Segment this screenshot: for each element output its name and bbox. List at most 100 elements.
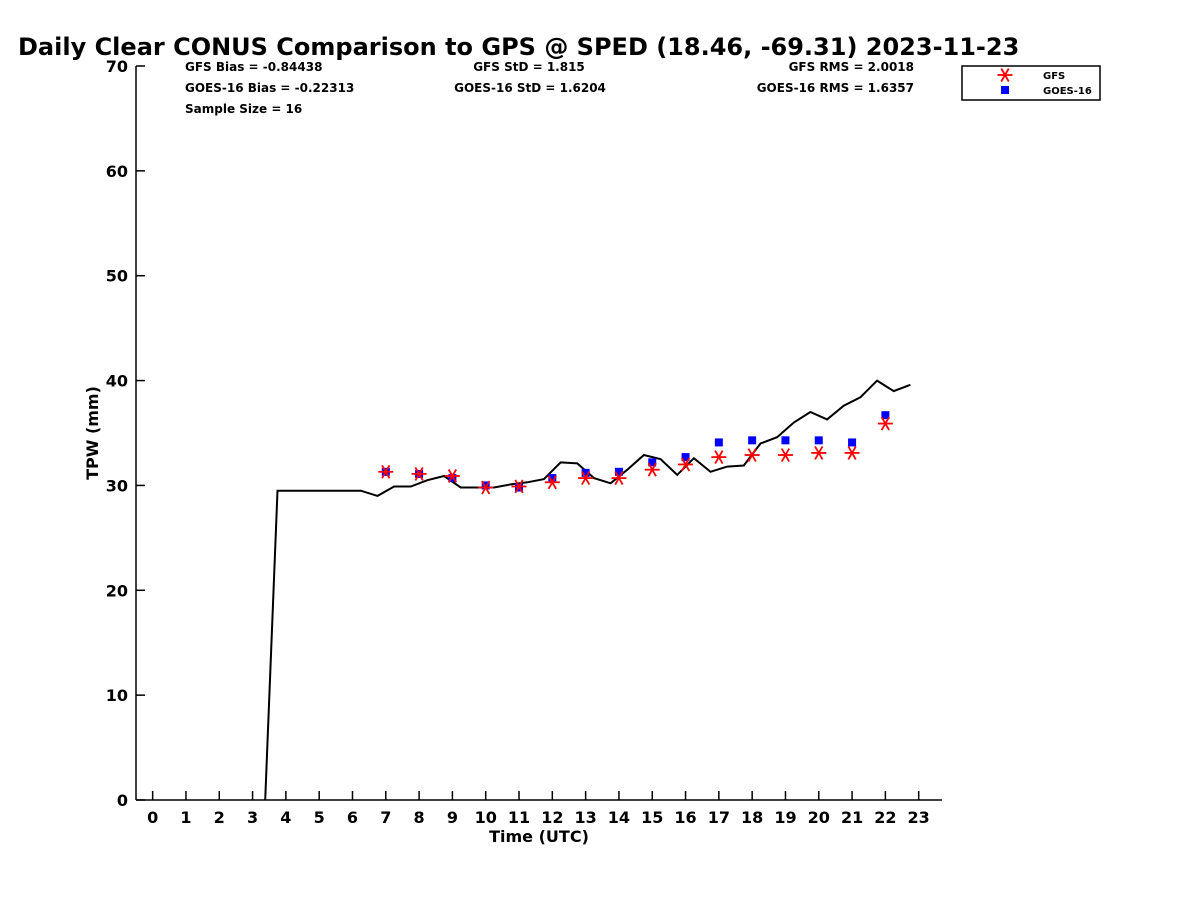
y-tick-label: 0 bbox=[117, 791, 128, 810]
x-tick-label: 2 bbox=[214, 808, 225, 827]
goes-std-text: GOES-16 StD = 1.6204 bbox=[454, 81, 606, 95]
goes16-point bbox=[548, 474, 557, 483]
goes16-point bbox=[881, 411, 890, 420]
x-tick-label: 4 bbox=[280, 808, 291, 827]
gfs-point bbox=[711, 450, 727, 465]
legend-gfs-marker bbox=[997, 68, 1013, 82]
gfs-point bbox=[411, 466, 427, 481]
gfs-point-stroke bbox=[414, 466, 424, 481]
goes16-point bbox=[781, 436, 790, 445]
x-tick-label: 23 bbox=[908, 808, 930, 827]
x-tick-label: 12 bbox=[541, 808, 563, 827]
gfs-point bbox=[811, 445, 827, 460]
gfs-point-stroke bbox=[547, 475, 557, 490]
gfs-point bbox=[478, 480, 494, 495]
x-tick-label: 19 bbox=[774, 808, 796, 827]
x-tick-label: 20 bbox=[808, 808, 830, 827]
gfs-point-stroke bbox=[747, 448, 757, 462]
gfs-point-stroke bbox=[681, 457, 691, 472]
x-tick-label: 17 bbox=[708, 808, 730, 827]
gfs-point-stroke bbox=[447, 469, 457, 483]
goes16-point bbox=[614, 467, 623, 476]
goes16-point bbox=[714, 438, 723, 447]
x-tick-label: 16 bbox=[674, 808, 696, 827]
gfs-point bbox=[777, 448, 793, 462]
gfs-point-stroke bbox=[381, 464, 391, 479]
x-tick-label: 21 bbox=[841, 808, 863, 827]
x-ticks: 0 1 2 3 4 5 6 7 8 9 10 11 12 13 14 15 16 17 18 19 20 21 22 23 bbox=[147, 791, 930, 827]
gfs-point-stroke bbox=[780, 448, 790, 462]
y-tick-label: 60 bbox=[106, 162, 128, 181]
y-tick-label: 50 bbox=[106, 267, 128, 286]
gfs-point-stroke bbox=[481, 480, 491, 495]
gfs-point-stroke bbox=[847, 445, 857, 460]
gfs-point bbox=[678, 457, 694, 472]
x-tick-label: 22 bbox=[874, 808, 896, 827]
goes16-point bbox=[648, 458, 657, 467]
goes-bias-text: GOES-16 Bias = -0.22313 bbox=[185, 81, 354, 95]
x-tick-label: 1 bbox=[180, 808, 191, 827]
x-tick-label: 11 bbox=[508, 808, 530, 827]
goes16-point bbox=[681, 453, 690, 462]
y-tick-label: 40 bbox=[106, 372, 128, 391]
legend-gfs-asterisk-stroke bbox=[1000, 68, 1010, 82]
y-tick-label: 10 bbox=[106, 686, 128, 705]
gfs-point bbox=[611, 471, 627, 486]
gfs-point-stroke bbox=[814, 445, 824, 460]
gfs-point bbox=[578, 471, 594, 486]
gfs-point bbox=[511, 479, 527, 494]
sample-size-text: Sample Size = 16 bbox=[185, 102, 302, 116]
gfs-bias-text: GFS Bias = -0.84438 bbox=[185, 60, 322, 74]
x-axis-label: Time (UTC) bbox=[489, 827, 589, 846]
gfs-rms-text: GFS RMS = 2.0018 bbox=[789, 60, 914, 74]
gfs-point bbox=[744, 448, 760, 462]
x-tick-label: 7 bbox=[380, 808, 391, 827]
gfs-point-stroke bbox=[714, 450, 724, 465]
chart-title: Daily Clear CONUS Comparison to GPS @ SP… bbox=[18, 33, 1019, 61]
legend: GFS GOES-16 bbox=[961, 65, 1101, 101]
goes16-point bbox=[748, 436, 757, 445]
goes16-point bbox=[581, 468, 590, 477]
x-tick-label: 0 bbox=[147, 808, 158, 827]
x-tick-label: 3 bbox=[247, 808, 258, 827]
gfs-point bbox=[378, 464, 394, 479]
legend-goes-marker bbox=[1001, 86, 1009, 94]
x-tick-label: 14 bbox=[608, 808, 630, 827]
y-tick-label: 20 bbox=[106, 581, 128, 600]
gps-tpw-line bbox=[264, 379, 911, 801]
x-tick-label: 8 bbox=[414, 808, 425, 827]
gfs-point-stroke bbox=[614, 471, 624, 486]
x-tick-label: 5 bbox=[314, 808, 325, 827]
legend-goes-label: GOES-16 bbox=[1043, 86, 1092, 97]
x-tick-label: 15 bbox=[641, 808, 663, 827]
plot-area bbox=[264, 379, 911, 801]
gfs-point bbox=[877, 416, 893, 431]
gfs-point-stroke bbox=[514, 479, 524, 494]
gfs-point-stroke bbox=[647, 462, 657, 477]
legend-box bbox=[961, 65, 1101, 101]
x-tick-label: 6 bbox=[347, 808, 358, 827]
gfs-point-stroke bbox=[581, 471, 591, 486]
y-axis-label: TPW (mm) bbox=[83, 386, 102, 480]
gfs-std-text: GFS StD = 1.815 bbox=[473, 60, 585, 74]
gfs-point bbox=[544, 475, 560, 490]
y-tick-label: 30 bbox=[106, 476, 128, 495]
legend-gfs-asterisk bbox=[997, 68, 1013, 82]
gfs-point bbox=[444, 469, 460, 483]
goes16-point bbox=[848, 438, 857, 447]
stats-block: GFS Bias = -0.84438 GFS StD = 1.815 GFS … bbox=[185, 60, 914, 116]
gfs-point-stroke bbox=[880, 416, 890, 431]
goes16-point bbox=[448, 474, 457, 483]
gfs-point bbox=[844, 445, 860, 460]
axes bbox=[135, 66, 942, 801]
gfs-point bbox=[644, 462, 660, 477]
x-tick-label: 9 bbox=[447, 808, 458, 827]
x-tick-label: 18 bbox=[741, 808, 763, 827]
y-tick-label: 70 bbox=[106, 57, 128, 76]
y-ticks: 0 10 20 30 40 50 60 70 bbox=[106, 57, 145, 810]
goes16-point bbox=[814, 436, 823, 445]
goes16-point bbox=[481, 481, 490, 490]
goes-rms-text: GOES-16 RMS = 1.6357 bbox=[757, 81, 914, 95]
x-tick-label: 10 bbox=[475, 808, 497, 827]
